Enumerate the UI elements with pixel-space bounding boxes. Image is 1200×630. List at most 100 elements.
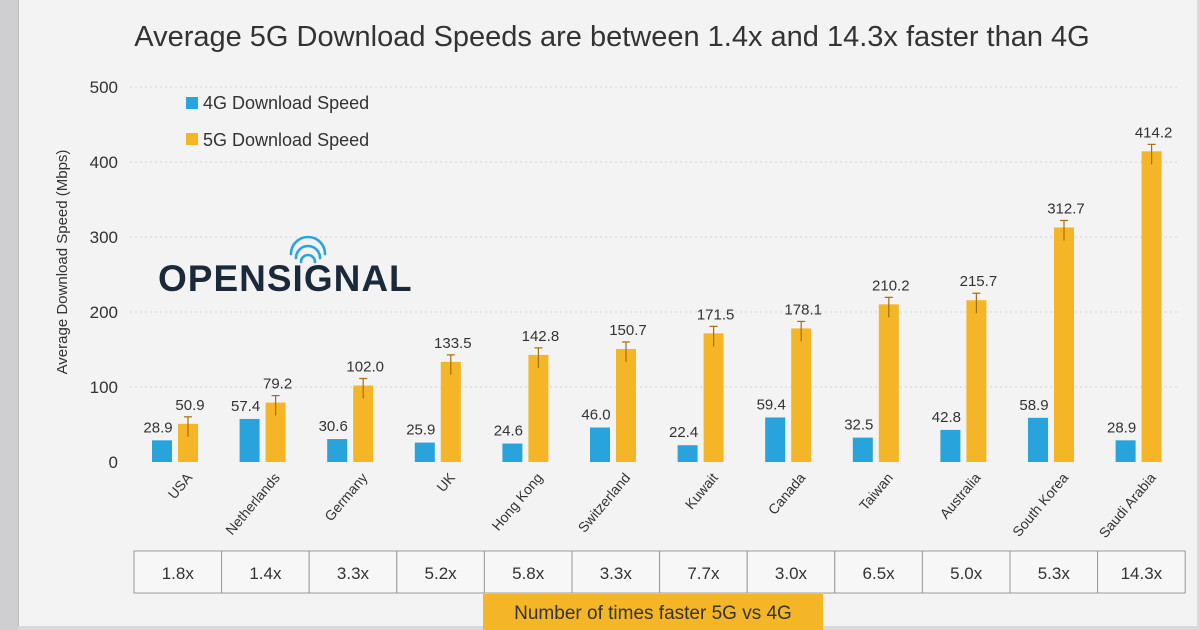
bar-5g-0: [178, 423, 198, 462]
value-label-4g-10: 58.9: [1019, 397, 1048, 414]
bar-4g-5: [590, 427, 610, 462]
multiplier-cell-6: [659, 550, 748, 594]
category-labels: USA Netherlands Germany UK Hong Kong Switzerl…: [165, 469, 1159, 541]
bar-4g-2: [327, 439, 348, 462]
multiplier-cell-5: [571, 550, 661, 594]
multiplier-value-4: 5.8x: [512, 564, 545, 583]
multiplier-cell-10: [1009, 550, 1099, 594]
footer-label: Number of times faster 5G vs 4G: [514, 603, 792, 624]
value-label-4g-11: 28.9: [1107, 419, 1136, 436]
footer-banner: Number of times faster 5G vs 4G: [483, 594, 823, 630]
multiplier-cell-8: [834, 550, 923, 594]
category-label-7: Canada: [765, 469, 809, 517]
bar-4g-3: [414, 442, 435, 462]
value-label-4g-8: 32.5: [844, 417, 873, 434]
category-label-11: Saudi Arabia: [1096, 469, 1159, 540]
multiplier-cell-11: [1097, 550, 1186, 594]
legend-label-4g: 4G Download Speed: [203, 93, 369, 113]
category-label-9: Australia: [936, 469, 983, 521]
bar-4g-10: [1028, 417, 1048, 462]
value-label-5g-6: 171.5: [697, 306, 735, 323]
wifi-signal-icon: [289, 235, 327, 264]
bar-5g-5: [616, 348, 636, 462]
chart-title: Average 5G Download Speeds are between 1…: [134, 21, 1090, 53]
multiplier-cell-0: [133, 550, 223, 594]
value-label-4g-6: 22.4: [669, 424, 698, 441]
bar-5g-11: [1141, 151, 1162, 462]
value-label-5g-4: 142.8: [522, 328, 560, 345]
category-label-6: Kuwait: [682, 470, 721, 513]
value-label-4g-7: 59.4: [757, 396, 786, 413]
multiplier-value-0: 1.8x: [162, 564, 195, 583]
value-label-4g-4: 24.6: [494, 423, 523, 440]
bar-5g-2: [353, 385, 374, 462]
multiplier-cell-2: [308, 550, 398, 594]
multiplier-value-6: 7.7x: [687, 564, 720, 583]
value-label-4g-5: 46.0: [581, 407, 610, 424]
value-label-4g-2: 30.6: [319, 418, 348, 435]
y-axis-ticks: 0 100 200 300 400 500: [90, 78, 118, 472]
value-label-5g-3: 133.5: [434, 335, 472, 352]
bar-5g-9: [966, 300, 987, 462]
bar-5g-8: [878, 304, 899, 462]
category-label-0: USA: [165, 469, 196, 502]
category-label-3: UK: [433, 469, 458, 495]
multiplier-value-10: 5.3x: [1038, 564, 1071, 583]
bar-4g-1: [239, 418, 260, 462]
value-label-5g-11: 414.2: [1135, 124, 1173, 141]
category-label-5: Switzerland: [575, 470, 634, 536]
bar-4g-6: [677, 445, 698, 462]
value-label-5g-7: 178.1: [784, 301, 822, 318]
multiplier-value-7: 3.0x: [775, 564, 808, 583]
value-label-5g-9: 215.7: [960, 273, 998, 290]
bar-5g-7: [791, 328, 812, 462]
legend-swatch-4g: [186, 97, 198, 109]
value-label-5g-2: 102.0: [346, 359, 384, 376]
multiplier-value-2: 3.3x: [337, 564, 370, 583]
value-label-5g-8: 210.2: [872, 277, 910, 294]
multiplier-table: 1.8x 1.4x 3.3x 5.2x 5.8x 3.3x 7.7x 3.0x 6.5x 5.0x…: [133, 550, 1186, 594]
legend-swatch-5g: [186, 133, 198, 145]
bars: [152, 143, 1162, 462]
y-tick-label-200: 200: [90, 303, 118, 322]
bar-4g-9: [940, 429, 961, 462]
category-label-10: South Korea: [1009, 469, 1071, 539]
value-label-4g-9: 42.8: [932, 409, 961, 426]
bar-4g-7: [765, 417, 786, 462]
bar-5g-6: [703, 333, 724, 462]
data-labels: 28.950.9 57.479.230.6102.025.9133.524.614…: [143, 124, 1172, 441]
multiplier-value-9: 5.0x: [950, 564, 983, 583]
multiplier-value-11: 14.3x: [1121, 564, 1163, 583]
multiplier-value-8: 6.5x: [863, 564, 896, 583]
bar-5g-4: [528, 354, 549, 462]
bar-5g-10: [1054, 227, 1074, 462]
bar-4g-8: [852, 437, 873, 462]
value-label-5g-10: 312.7: [1047, 200, 1085, 217]
bar-5g-1: [265, 402, 286, 462]
value-label-5g-1: 79.2: [263, 376, 292, 393]
y-tick-label-400: 400: [90, 153, 118, 172]
multiplier-value-3: 5.2x: [425, 564, 458, 583]
bar-4g-4: [502, 443, 523, 462]
bar-4g-0: [152, 440, 172, 462]
multiplier-cell-4: [483, 550, 573, 594]
value-label-4g-1: 57.4: [231, 398, 260, 415]
bar-5g-3: [440, 361, 461, 462]
category-label-4: Hong Kong: [488, 470, 545, 534]
legend: 4G Download Speed 5G Download Speed: [186, 93, 369, 150]
category-label-8: Taiwan: [856, 470, 896, 514]
legend-label-5g: 5G Download Speed: [203, 130, 369, 150]
y-tick-label-0: 0: [109, 453, 118, 472]
category-label-2: Germany: [321, 470, 370, 524]
multiplier-value-5: 3.3x: [600, 564, 633, 583]
bar-4g-11: [1115, 440, 1136, 462]
multiplier-value-1: 1.4x: [249, 564, 282, 583]
y-axis-label: Average Download Speed (Mbps): [54, 150, 71, 375]
value-label-5g-5: 150.7: [609, 322, 647, 339]
value-label-4g-0: 28.9: [143, 419, 172, 436]
y-tick-label-500: 500: [90, 78, 118, 97]
left-window-edge: [0, 0, 18, 630]
y-tick-label-100: 100: [90, 378, 118, 397]
